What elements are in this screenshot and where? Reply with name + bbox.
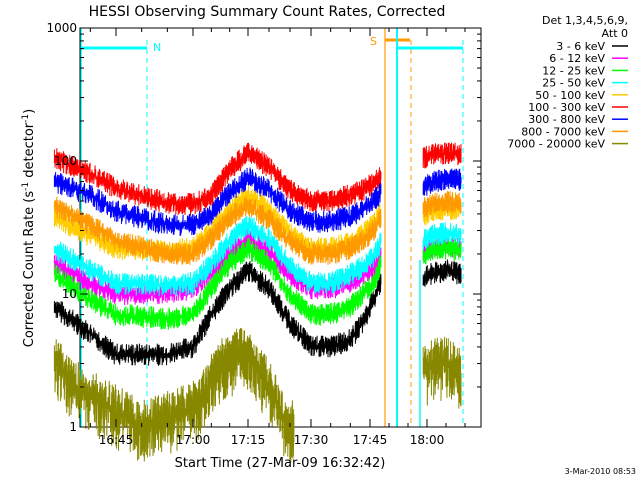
y-axis-label-sup2: -1 [21, 114, 31, 123]
y-tick-label: 1000 [46, 21, 77, 35]
y-axis-label-sup1: -1 [21, 182, 31, 191]
legend-label-6-12-kev: 6 - 12 keV [549, 52, 605, 65]
series-line-300-800-kev-after-saa [422, 168, 462, 196]
series-line-3-6-kev-after-saa [422, 259, 462, 287]
x-tick-label: 18:00 [410, 433, 445, 447]
legend-header-attenuator: Att 0 [602, 27, 628, 40]
y-tick-label: 1 [69, 420, 77, 434]
legend-label-50-100-kev: 50 - 100 keV [535, 89, 605, 102]
series-line-7000-20000-kev [53, 327, 295, 463]
legend-label-12-25-kev: 12 - 25 keV [542, 64, 605, 77]
chart-title: HESSI Observing Summary Count Rates, Cor… [89, 4, 446, 20]
y-axis: 1 10 100 1000 [46, 21, 481, 434]
y-axis-label: Corrected Count Rate (s-1 detector-1) [21, 109, 37, 347]
legend-header-detectors: Det 1,3,4,5,6,9, [542, 14, 628, 27]
saa-label: S [370, 35, 377, 48]
series-line-12-25-kev [53, 237, 382, 330]
x-tick-label: 17:15 [231, 433, 266, 447]
series-line-800-7000-kev-after-saa [422, 190, 462, 218]
series-line-800-7000-kev [53, 195, 382, 265]
series-line-25-50-kev [53, 215, 382, 297]
legend-label-25-50-kev: 25 - 50 keV [542, 77, 605, 90]
series-line-3-6-kev [53, 261, 382, 366]
x-tick-label: 16:45 [99, 433, 134, 447]
legend-label-3-6-kev: 3 - 6 keV [556, 40, 605, 53]
legend-label-100-300-kev: 100 - 300 keV [528, 101, 605, 114]
series-line-7000-20000-kev-after-saa [422, 336, 462, 409]
series-line-12-25-kev-after-saa [422, 238, 462, 265]
y-axis-label-mid: detector [22, 122, 37, 182]
svg-text:Corrected Count Rate (s-1 dete: Corrected Count Rate (s-1 detector-1) [21, 109, 37, 347]
x-tick-label: 17:45 [353, 433, 388, 447]
y-tick-label: 100 [54, 154, 77, 168]
legend-label-7000-20000-kev: 7000 - 20000 keV [507, 138, 605, 151]
series-layer [53, 142, 462, 463]
series-line-25-50-kev-after-saa [422, 222, 462, 251]
series-line-300-800-kev [53, 167, 382, 237]
legend-label-300-800-kev: 300 - 800 keV [528, 113, 605, 126]
x-tick-label: 17:30 [294, 433, 329, 447]
series-line-100-300-kev [53, 142, 382, 216]
y-axis-label-main: Corrected Count Rate (s [22, 191, 37, 348]
legend-label-800-7000-kev: 800 - 7000 keV [521, 125, 605, 138]
y-axis-label-end: ) [22, 109, 37, 114]
y-tick-label: 10 [62, 287, 77, 301]
x-axis-label: Start Time (27-Mar-09 16:32:42) [175, 456, 386, 471]
x-axis: 16:45 17:00 17:15 17:30 17:45 18:00 [89, 28, 466, 447]
night-label: N [153, 41, 161, 54]
footer-timestamp: 3-Mar-2010 08:53 [565, 467, 636, 476]
series-line-100-300-kev-after-saa [422, 142, 462, 169]
x-tick-label: 17:00 [176, 433, 211, 447]
